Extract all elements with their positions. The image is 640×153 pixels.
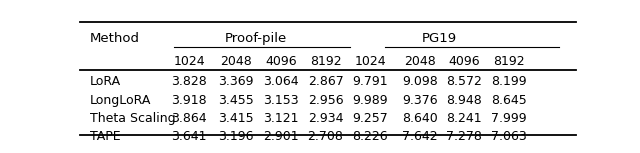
Text: 4096: 4096 (449, 55, 480, 68)
Text: 2.934: 2.934 (308, 112, 343, 125)
Text: 2.708: 2.708 (308, 130, 344, 143)
Text: Proof-pile: Proof-pile (225, 32, 287, 45)
Text: PG19: PG19 (422, 32, 457, 45)
Text: 9.989: 9.989 (353, 94, 388, 107)
Text: 8.572: 8.572 (447, 75, 483, 88)
Text: 8192: 8192 (493, 55, 525, 68)
Text: 8.199: 8.199 (492, 75, 527, 88)
Text: 8.241: 8.241 (447, 112, 482, 125)
Text: 9.257: 9.257 (352, 112, 388, 125)
Text: 9.376: 9.376 (402, 94, 438, 107)
Text: 8.640: 8.640 (402, 112, 438, 125)
Text: 8.948: 8.948 (447, 94, 483, 107)
Text: LoRA: LoRA (90, 75, 121, 88)
Text: 3.641: 3.641 (172, 130, 207, 143)
Text: 3.415: 3.415 (218, 112, 254, 125)
Text: 8.645: 8.645 (491, 94, 527, 107)
Text: 3.864: 3.864 (172, 112, 207, 125)
Text: 3.455: 3.455 (218, 94, 254, 107)
Text: TAPE: TAPE (90, 130, 120, 143)
Text: 3.064: 3.064 (263, 75, 299, 88)
Text: Theta Scaling: Theta Scaling (90, 112, 175, 125)
Text: 3.121: 3.121 (263, 112, 299, 125)
Text: 7.063: 7.063 (491, 130, 527, 143)
Text: Method: Method (90, 32, 140, 45)
Text: 2048: 2048 (404, 55, 436, 68)
Text: 7.642: 7.642 (402, 130, 438, 143)
Text: 4096: 4096 (265, 55, 297, 68)
Text: 9.791: 9.791 (353, 75, 388, 88)
Text: 7.999: 7.999 (492, 112, 527, 125)
Text: 2.867: 2.867 (308, 75, 344, 88)
Text: 2048: 2048 (220, 55, 252, 68)
Text: 8.226: 8.226 (353, 130, 388, 143)
Text: 3.196: 3.196 (218, 130, 254, 143)
Text: 3.153: 3.153 (263, 94, 299, 107)
Text: 1024: 1024 (173, 55, 205, 68)
Text: 3.828: 3.828 (172, 75, 207, 88)
Text: 9.098: 9.098 (402, 75, 438, 88)
Text: 3.369: 3.369 (218, 75, 254, 88)
Text: 2.956: 2.956 (308, 94, 343, 107)
Text: 3.918: 3.918 (172, 94, 207, 107)
Text: 1024: 1024 (355, 55, 386, 68)
Text: 7.278: 7.278 (447, 130, 483, 143)
Text: LongLoRA: LongLoRA (90, 94, 151, 107)
Text: 8192: 8192 (310, 55, 341, 68)
Text: 2.901: 2.901 (263, 130, 299, 143)
